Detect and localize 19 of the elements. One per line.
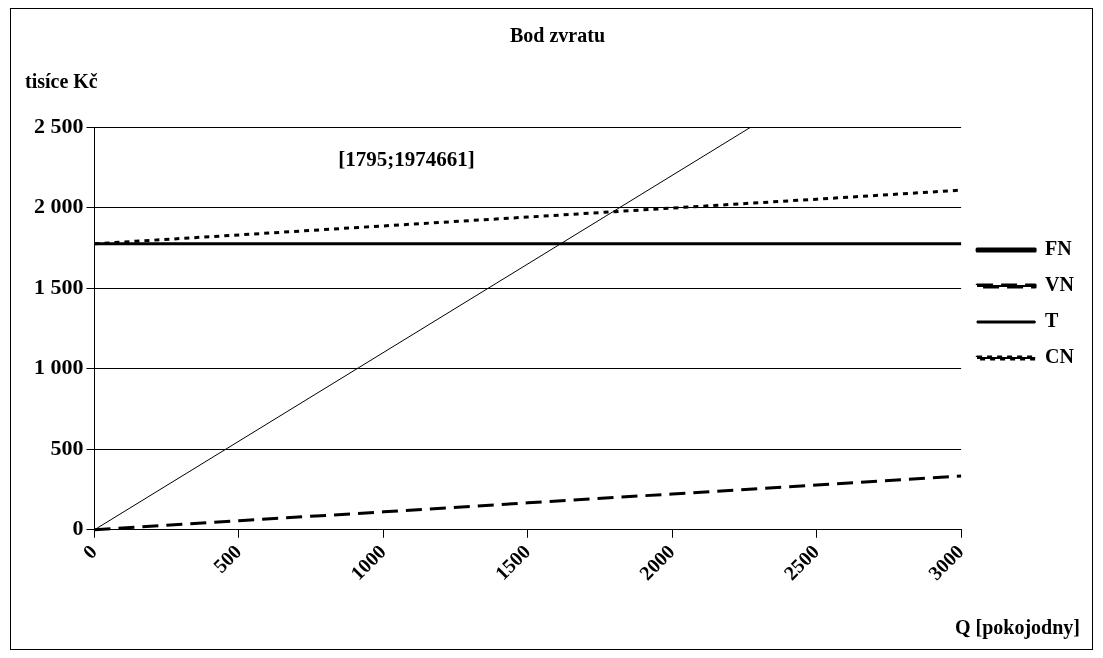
y-tick-label: 1 000 <box>34 354 84 380</box>
x-tick-label: 3000 <box>923 540 968 584</box>
y-tick-label: 2 500 <box>34 112 84 138</box>
legend-label: T <box>1045 309 1060 332</box>
x-tick-label: 500 <box>208 540 246 577</box>
x-tick-label: 1500 <box>490 540 535 584</box>
y-tick-label: 2 000 <box>34 193 84 219</box>
annotation: [1795;1974661] <box>338 147 475 172</box>
y-axis-title: tisíce Kč <box>25 70 98 93</box>
x-tick-label: 1000 <box>346 540 390 584</box>
x-tick-label: 0 <box>78 540 101 563</box>
y-tick-label: 1 500 <box>34 273 84 299</box>
legend-label: CN <box>1045 345 1075 368</box>
legend-label: FN <box>1045 237 1073 260</box>
x-axis-title: Q [pokojodny] <box>954 616 1080 640</box>
y-tick-label: 500 <box>50 434 84 460</box>
legend-label: VN <box>1045 273 1075 296</box>
y-tick-label: 0 <box>72 515 84 541</box>
chart-title: Bod zvratu <box>510 24 605 47</box>
